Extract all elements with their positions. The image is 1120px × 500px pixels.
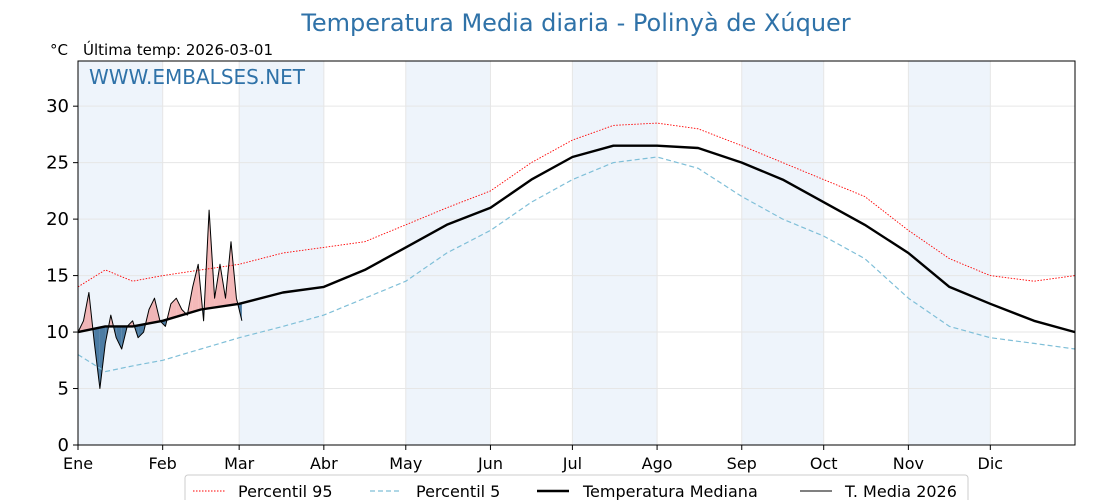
watermark: WWW.EMBALSES.NET (89, 65, 306, 89)
plot-frame (77, 60, 1076, 446)
chart-subtitle: Última temp: 2026-03-01 (83, 40, 273, 59)
x-tick-label: Dic (978, 454, 1004, 473)
legend-box (184, 474, 969, 500)
y-tick-label: 0 (58, 435, 69, 456)
fill-below-median (116, 326, 122, 349)
fill-above-median (176, 298, 182, 317)
y-tick-label: 10 (46, 322, 69, 343)
x-tick-label: Jun (477, 454, 503, 473)
x-tick-label: Oct (810, 454, 838, 473)
series-lines (77, 122, 1076, 389)
legend: Percentil 95 Percentil 5 Temperatura Med… (184, 474, 969, 500)
y-tick-label: 15 (46, 266, 69, 287)
month-shade-jul (572, 61, 658, 445)
x-tick-label: Mar (224, 454, 255, 473)
month-shade-sep (741, 61, 824, 445)
series-median-line (77, 144, 1076, 334)
month-shade-may (405, 61, 491, 445)
fill-above-median (192, 264, 199, 312)
fill-below-median (138, 324, 144, 338)
series-current-line (77, 209, 243, 389)
x-tick-label: Jul (562, 454, 582, 473)
x-tick-label: Abr (310, 454, 338, 473)
legend-p95-label: Percentil 95 (238, 482, 333, 500)
legend-p5-label: Percentil 5 (416, 482, 500, 500)
x-axis: Ene Feb Mar Abr May Jun Jul Ago Sep Oct Nov Dic (63, 445, 1003, 473)
y-tick-label: 25 (46, 153, 69, 174)
unit-label: °C (50, 41, 68, 59)
x-tick-label: Ago (642, 454, 673, 473)
month-shade-nov (908, 61, 991, 445)
legend-median-label: Temperatura Mediana (582, 482, 758, 500)
x-tick-label: Nov (893, 454, 924, 473)
x-tick-label: Feb (149, 454, 177, 473)
x-tick-label: Sep (727, 454, 757, 473)
y-axis: 0 5 10 15 20 25 30 (46, 96, 78, 456)
x-tick-label: May (389, 454, 422, 473)
y-tick-label: 30 (46, 96, 69, 117)
y-tick-label: 5 (58, 379, 69, 400)
fill-below-median (99, 326, 106, 389)
fill-above-median (170, 298, 177, 319)
fill-above-median (149, 298, 155, 324)
legend-current-label: T. Media 2026 (844, 482, 957, 500)
month-shade-ene (78, 61, 163, 445)
chart-title: Temperatura Media diaria - Polinyà de Xú… (300, 9, 850, 37)
y-tick-label: 20 (46, 209, 69, 230)
x-tick-label: Ene (63, 454, 93, 473)
series-p5-line (77, 156, 1076, 373)
